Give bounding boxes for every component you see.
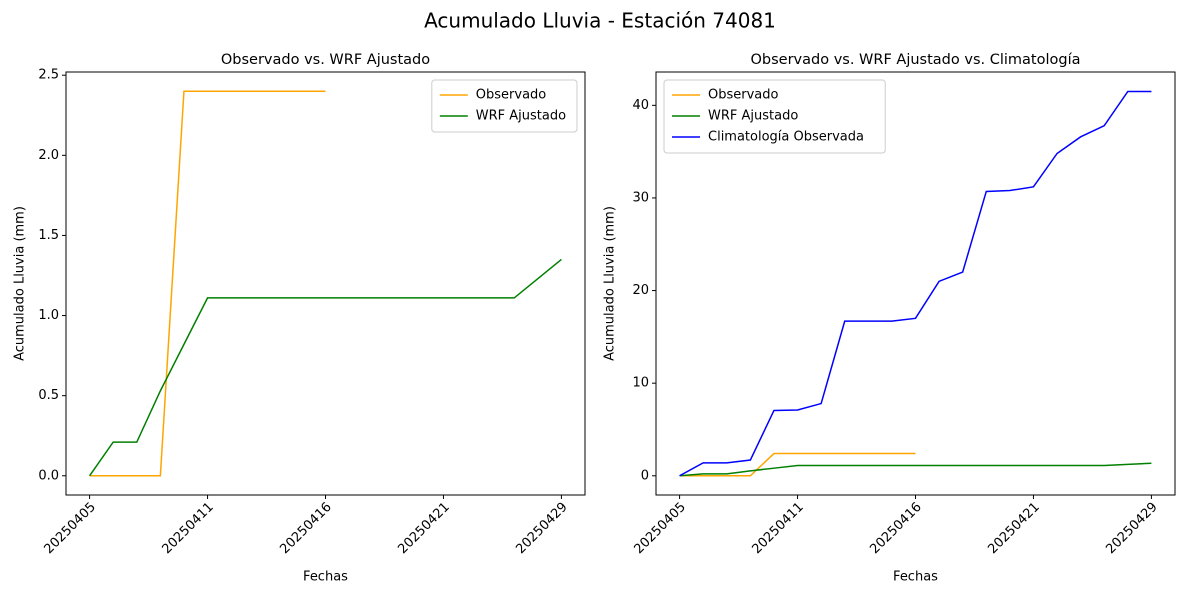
legend: Observado WRF Ajustado Climatología Observ…	[663, 79, 886, 154]
x-tick-label: 20250411	[749, 500, 806, 557]
x-tick-label: 20250421	[395, 500, 452, 557]
y-tick-label: 0.5	[38, 388, 59, 403]
y-tick-label: 20	[632, 283, 649, 298]
legend-box	[663, 79, 886, 154]
series-line	[679, 90, 1152, 477]
legend-label: WRF Ajustado	[476, 109, 566, 124]
y-axis-label: Acumulado Lluvia (mm)	[13, 206, 28, 361]
subplot: Observado vs. WRF Ajustado vs. Climatolo…	[603, 52, 1176, 585]
x-tick-label: 20250416	[867, 500, 924, 557]
legend-label: WRF Ajustado	[708, 109, 798, 124]
x-tick-label: 20250429	[1103, 500, 1160, 557]
y-tick-label: 0	[641, 468, 649, 483]
series-line	[88, 258, 562, 477]
y-tick-label: 1.0	[38, 308, 59, 323]
x-tick-label: 20250421	[985, 500, 1042, 557]
legend-box	[431, 79, 578, 133]
x-tick-label: 20250405	[631, 500, 688, 557]
x-axis-label: Fechas	[893, 570, 938, 585]
y-tick-label: 30	[632, 190, 649, 205]
y-tick-label: 2.0	[38, 148, 59, 163]
x-tick-label: 20250429	[513, 500, 570, 557]
series-line	[89, 90, 326, 477]
x-tick-label: 20250416	[277, 500, 334, 557]
subplot-title: Observado vs. WRF Ajustado vs. Climatolo…	[751, 52, 1081, 68]
y-tick-label: 10	[632, 376, 649, 391]
y-tick-label: 40	[632, 98, 649, 113]
legend-label: Observado	[708, 88, 779, 103]
y-tick-label: 1.5	[38, 228, 59, 243]
x-tick-label: 20250411	[159, 500, 216, 557]
y-axis-label: Acumulado Lluvia (mm)	[603, 206, 618, 361]
subplot-title: Observado vs. WRF Ajustado	[221, 52, 430, 68]
axes-frame	[65, 71, 586, 496]
legend-label: Climatología Observada	[708, 130, 864, 145]
figure-title: Acumulado Lluvia - Estación 74081	[424, 9, 776, 33]
x-axis-label: Fechas	[303, 570, 348, 585]
legend-label: Observado	[476, 88, 547, 103]
y-tick-label: 0.0	[38, 468, 59, 483]
x-tick-label: 20250405	[41, 500, 98, 557]
subplot: Observado vs. WRF Ajustado 0.0 0.5 1.0 1.5 2.…	[13, 52, 586, 585]
series-line	[679, 452, 916, 477]
y-tick-label: 2.5	[38, 68, 59, 83]
series-line	[679, 462, 1152, 477]
legend: Observado WRF Ajustado	[431, 79, 578, 133]
